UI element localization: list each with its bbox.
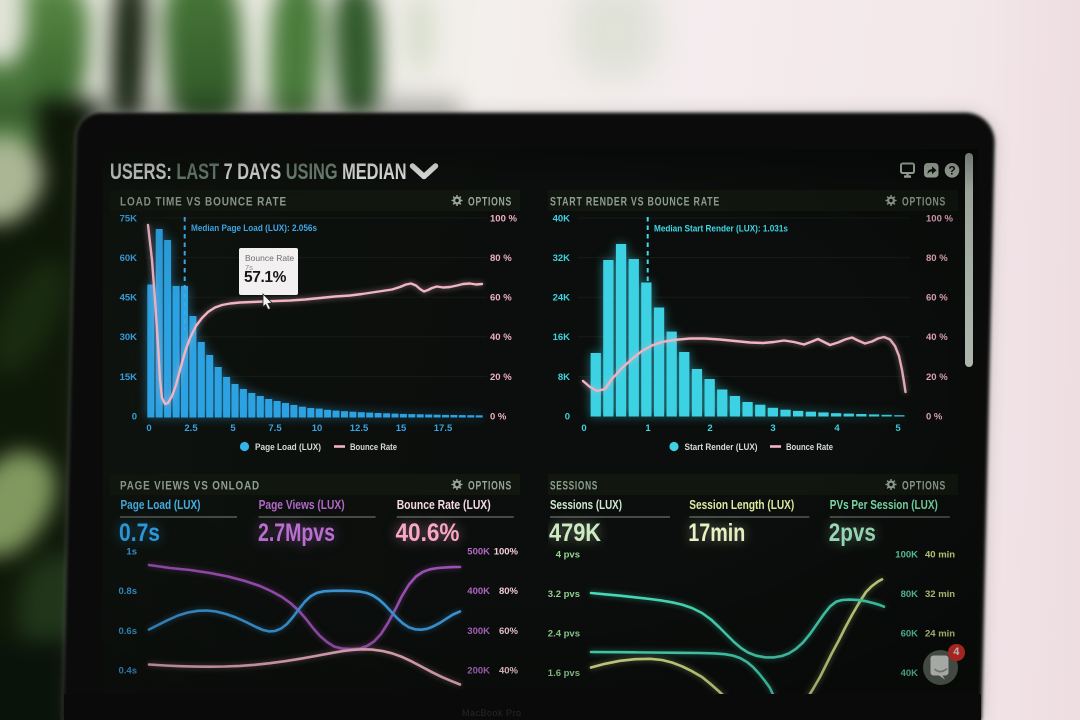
svg-text:40K: 40K xyxy=(901,668,919,679)
svg-text:PAGE VIEWS VS ONLOAD: PAGE VIEWS VS ONLOAD xyxy=(120,481,260,493)
svg-text:8K: 8K xyxy=(558,372,570,383)
svg-text:500K: 500K xyxy=(467,546,490,557)
svg-text:0.4s: 0.4s xyxy=(119,666,138,677)
svg-text:OPTIONS: OPTIONS xyxy=(468,481,512,493)
svg-text:24 min: 24 min xyxy=(925,629,955,640)
svg-text:100%: 100% xyxy=(494,546,519,557)
svg-text:60K: 60K xyxy=(120,253,138,264)
svg-text:0 %: 0 % xyxy=(926,411,943,422)
svg-text:100K: 100K xyxy=(895,549,918,560)
svg-text:2.4 pvs: 2.4 pvs xyxy=(548,629,580,640)
svg-text:2: 2 xyxy=(707,423,712,434)
svg-text:15K: 15K xyxy=(120,372,138,383)
svg-text:300K: 300K xyxy=(467,626,490,637)
svg-text:Median Start Render (LUX): 1.0: Median Start Render (LUX): 1.031s xyxy=(654,224,788,235)
svg-text:60K: 60K xyxy=(901,629,919,640)
svg-text:Page Load (LUX): Page Load (LUX) xyxy=(121,498,201,512)
svg-text:100 %: 100 % xyxy=(926,213,953,224)
svg-text:OPTIONS: OPTIONS xyxy=(902,197,946,209)
svg-text:17.5: 17.5 xyxy=(434,423,453,434)
svg-text:2pvs: 2pvs xyxy=(829,519,876,547)
svg-text:OPTIONS: OPTIONS xyxy=(468,197,512,209)
svg-text:60 %: 60 % xyxy=(926,293,948,304)
svg-text:0.6s: 0.6s xyxy=(119,626,138,637)
svg-text:75K: 75K xyxy=(120,213,138,224)
svg-text:32 min: 32 min xyxy=(925,589,955,600)
svg-text:5: 5 xyxy=(895,423,901,434)
svg-text:24K: 24K xyxy=(553,293,571,304)
svg-text:100 %: 100 % xyxy=(490,213,517,224)
svg-text:1: 1 xyxy=(645,423,651,434)
svg-text:0 %: 0 % xyxy=(490,411,507,422)
svg-text:80%: 80% xyxy=(499,586,519,597)
svg-text:Bounce Rate (LUX): Bounce Rate (LUX) xyxy=(397,498,491,512)
svg-text:3: 3 xyxy=(770,423,775,434)
svg-text:Median Page Load (LUX): 2.056s: Median Page Load (LUX): 2.056s xyxy=(191,223,317,234)
svg-text:4 pvs: 4 pvs xyxy=(556,549,580,560)
svg-text:15: 15 xyxy=(396,423,407,434)
svg-text:Start Render (LUX): Start Render (LUX) xyxy=(685,442,758,453)
svg-text:2.7Mpvs: 2.7Mpvs xyxy=(258,519,335,547)
svg-text:OPTIONS: OPTIONS xyxy=(902,481,946,493)
svg-text:60 %: 60 % xyxy=(490,293,512,304)
svg-text:0: 0 xyxy=(146,423,151,434)
svg-text:60%: 60% xyxy=(499,626,519,637)
svg-text:Page Load (LUX): Page Load (LUX) xyxy=(255,442,321,453)
svg-text:16K: 16K xyxy=(553,332,571,343)
svg-text:30K: 30K xyxy=(120,332,138,343)
svg-text:45K: 45K xyxy=(120,293,138,304)
svg-text:400K: 400K xyxy=(467,586,490,597)
svg-text:Session Length (LUX): Session Length (LUX) xyxy=(689,498,794,512)
svg-text:17min: 17min xyxy=(688,519,745,547)
svg-text:40%: 40% xyxy=(499,666,519,677)
svg-text:Page Views (LUX): Page Views (LUX) xyxy=(259,498,345,512)
svg-text:4: 4 xyxy=(834,423,840,434)
svg-text:479K: 479K xyxy=(549,519,601,547)
svg-text:Bounce Rate: Bounce Rate xyxy=(350,442,397,453)
svg-text:40 %: 40 % xyxy=(926,332,948,343)
svg-text:80 %: 80 % xyxy=(490,253,512,264)
svg-text:0.8s: 0.8s xyxy=(119,586,138,597)
svg-text:80K: 80K xyxy=(901,589,919,600)
svg-text:0: 0 xyxy=(565,411,570,422)
svg-text:1.6 pvs: 1.6 pvs xyxy=(548,668,580,679)
svg-text:1s: 1s xyxy=(126,546,137,557)
svg-text:80 %: 80 % xyxy=(926,253,948,264)
svg-text:START RENDER VS BOUNCE RATE: START RENDER VS BOUNCE RATE xyxy=(550,197,720,209)
svg-text:200K: 200K xyxy=(467,666,490,677)
svg-text:PVs Per Session (LUX): PVs Per Session (LUX) xyxy=(830,498,938,512)
svg-text:SESSIONS: SESSIONS xyxy=(550,481,598,493)
svg-text:20 %: 20 % xyxy=(490,372,512,383)
svg-text:Sessions (LUX): Sessions (LUX) xyxy=(550,498,622,512)
svg-text:40K: 40K xyxy=(553,213,571,224)
svg-text:LOAD TIME VS BOUNCE RATE: LOAD TIME VS BOUNCE RATE xyxy=(120,197,287,209)
svg-text:0: 0 xyxy=(581,423,586,434)
svg-text:40 %: 40 % xyxy=(490,332,512,343)
svg-text:40 min: 40 min xyxy=(925,549,955,560)
svg-text:5: 5 xyxy=(230,423,236,434)
svg-text:20 %: 20 % xyxy=(926,372,948,383)
svg-text:32K: 32K xyxy=(553,253,571,264)
svg-text:?: ? xyxy=(948,163,955,177)
svg-text:0: 0 xyxy=(132,411,137,422)
svg-text:12.5: 12.5 xyxy=(350,423,369,434)
svg-text:40.6%: 40.6% xyxy=(396,519,460,547)
svg-text:0.7s: 0.7s xyxy=(119,519,160,547)
svg-text:3.2 pvs: 3.2 pvs xyxy=(548,589,580,600)
svg-text:10: 10 xyxy=(312,423,323,434)
svg-text:Bounce Rate: Bounce Rate xyxy=(786,442,833,453)
svg-text:7.5: 7.5 xyxy=(268,423,282,434)
svg-text:2.5: 2.5 xyxy=(184,423,198,434)
